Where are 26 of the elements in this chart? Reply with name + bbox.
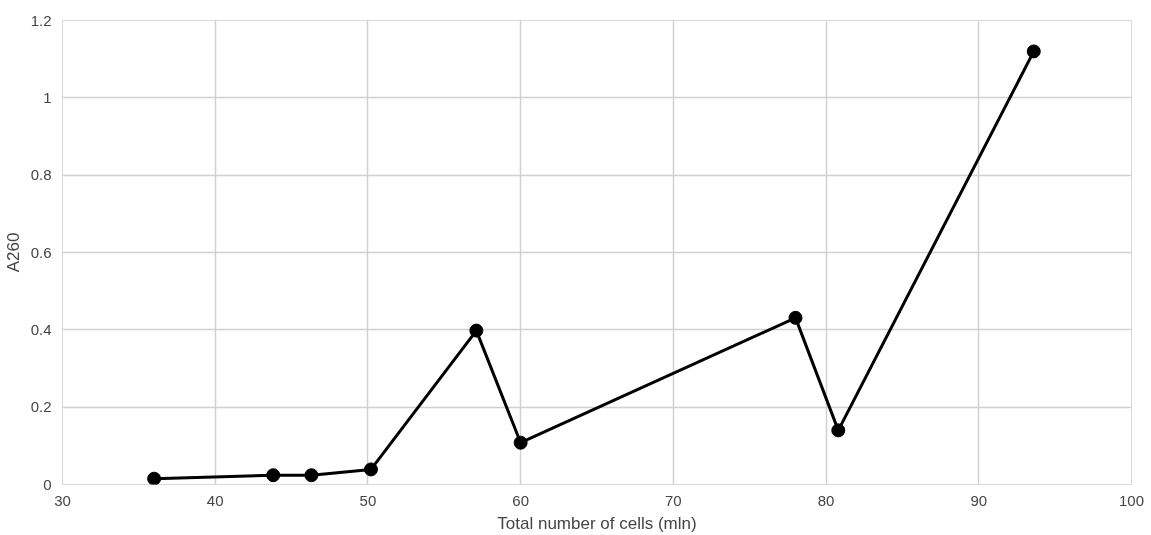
point <box>788 310 803 325</box>
y-tick-label: 1 <box>43 88 52 106</box>
point <box>1026 44 1041 59</box>
x-tick-label: 70 <box>665 491 682 509</box>
y-tick-label: 0 <box>43 475 52 493</box>
point <box>363 462 378 477</box>
point <box>513 435 528 450</box>
x-tick-label: 60 <box>512 491 529 509</box>
point <box>469 323 484 338</box>
x-tick-label: 30 <box>54 491 71 509</box>
y-tick-label: 1.2 <box>30 11 52 29</box>
y-axis-title: A260 <box>3 232 23 273</box>
x-tick-label: 80 <box>817 491 835 509</box>
x-tick-label: 90 <box>970 491 988 509</box>
y-tick-label: 0.2 <box>30 398 52 416</box>
x-axis-title: Total number of cells (mln) <box>497 513 697 533</box>
point <box>831 423 846 438</box>
y-tick-label: 0.8 <box>30 166 52 184</box>
x-tick-label: 100 <box>1118 491 1145 509</box>
point <box>266 468 281 483</box>
x-tick-label: 50 <box>359 491 377 509</box>
point <box>147 471 162 485</box>
x-tick-label: 40 <box>206 491 224 509</box>
point <box>304 468 319 483</box>
y-tick-label: 0.4 <box>30 320 52 338</box>
y-tick-label: 0.6 <box>30 243 52 261</box>
